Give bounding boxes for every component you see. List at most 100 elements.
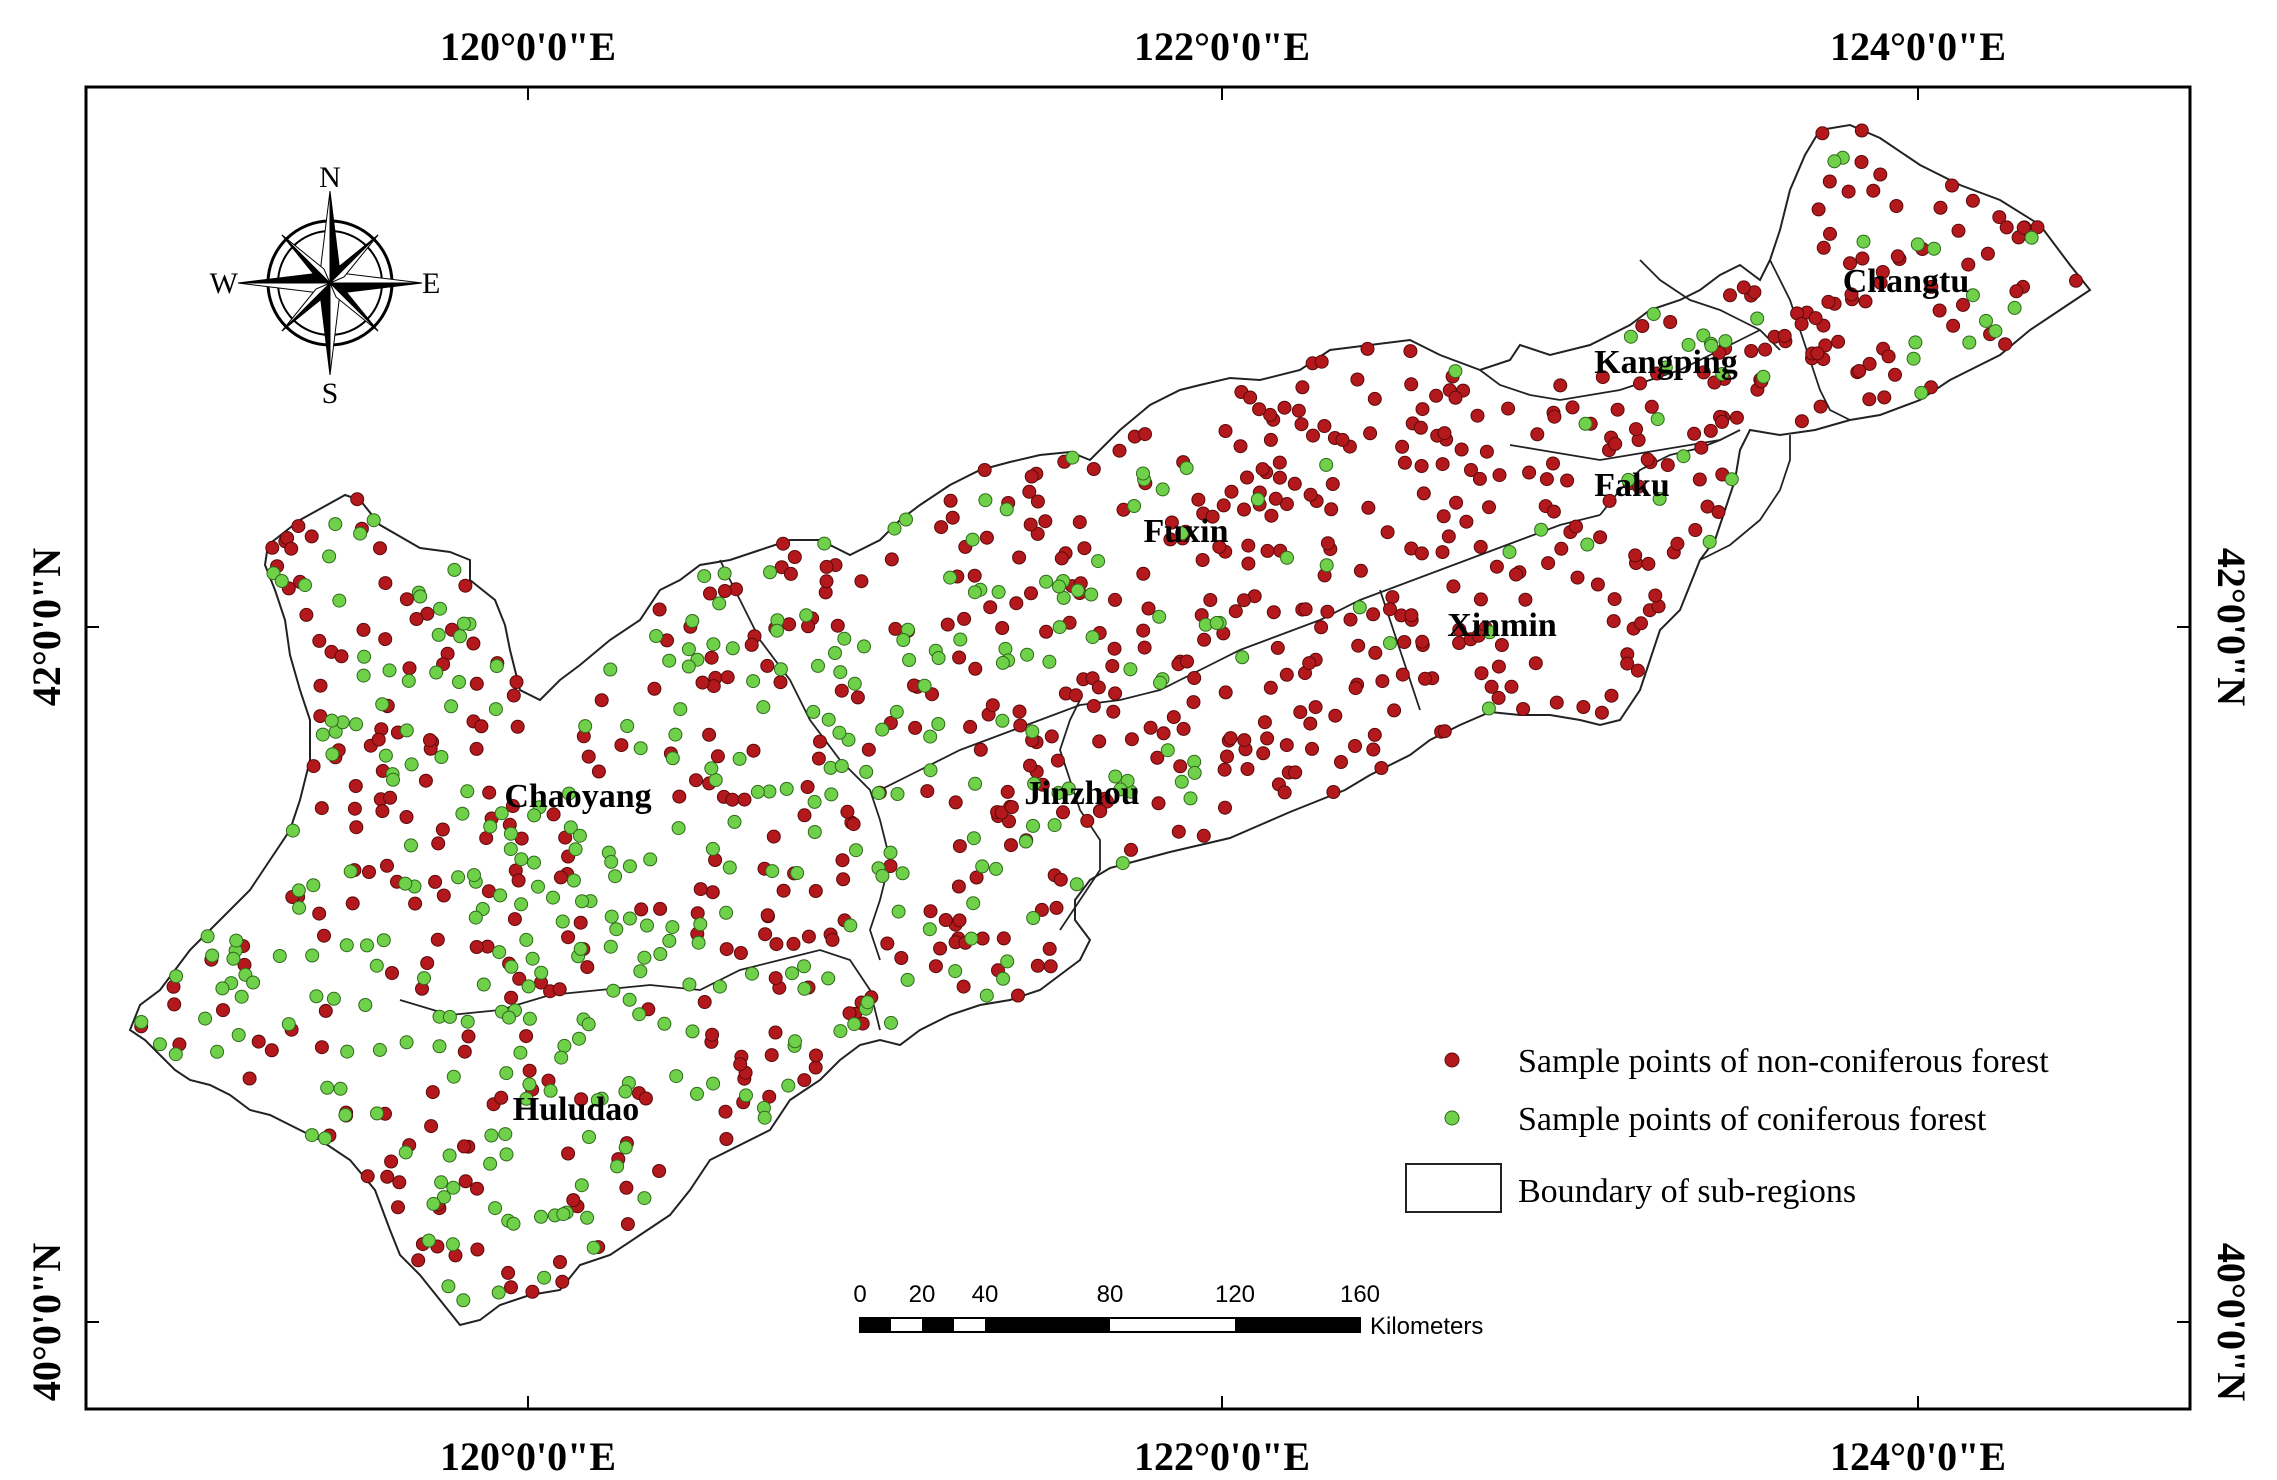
- non-coniferous-sample-point: [1325, 477, 1340, 491]
- non-coniferous-sample-point: [1326, 785, 1341, 799]
- non-coniferous-sample-point: [1459, 514, 1474, 529]
- non-coniferous-sample-point: [1216, 498, 1231, 513]
- non-coniferous-sample-point: [469, 741, 484, 756]
- coniferous-sample-point: [1621, 472, 1636, 487]
- non-coniferous-sample-point: [1700, 499, 1715, 514]
- coniferous-sample-point: [557, 1038, 572, 1053]
- coniferous-sample-point: [673, 702, 688, 717]
- coniferous-sample-point: [967, 585, 982, 600]
- coniferous-sample-point: [1578, 416, 1593, 431]
- non-coniferous-sample-point: [1998, 337, 2013, 352]
- non-coniferous-sample-point: [1086, 462, 1101, 476]
- non-coniferous-sample-point: [1473, 539, 1488, 554]
- non-coniferous-sample-point: [1042, 941, 1057, 956]
- non-coniferous-sample-point: [1366, 742, 1381, 757]
- non-coniferous-sample-point: [894, 951, 909, 965]
- non-coniferous-sample-point: [1810, 346, 1825, 361]
- non-coniferous-sample-point: [291, 519, 306, 534]
- non-coniferous-sample-point: [402, 661, 417, 676]
- non-coniferous-sample-point: [1124, 732, 1139, 747]
- coniferous-sample-point: [1965, 288, 1980, 303]
- non-coniferous-sample-point: [1136, 623, 1151, 638]
- non-coniferous-sample-point: [717, 584, 732, 598]
- coniferous-sample-point: [1250, 492, 1265, 507]
- coniferous-sample-point: [309, 989, 324, 1004]
- non-coniferous-sample-point: [1004, 838, 1018, 853]
- non-coniferous-sample-point: [561, 930, 576, 945]
- non-coniferous-sample-point: [1452, 622, 1467, 637]
- coniferous-sample-point: [498, 1127, 513, 1142]
- non-coniferous-sample-point: [1484, 679, 1499, 694]
- non-coniferous-sample-point: [956, 979, 971, 994]
- coniferous-sample-point: [340, 1044, 355, 1059]
- scale-tick-20: 20: [909, 1281, 936, 1308]
- non-coniferous-sample-point: [1302, 656, 1317, 671]
- study-area-outline: [128, 123, 2092, 1327]
- coniferous-sample-point: [781, 1078, 796, 1093]
- non-coniferous-sample-point: [284, 541, 299, 556]
- non-coniferous-sample-point: [1012, 704, 1027, 719]
- coniferous-sample-point: [572, 828, 587, 843]
- coniferous-sample-point: [215, 981, 230, 996]
- non-coniferous-sample-point: [1298, 602, 1313, 617]
- coniferous-sample-point: [298, 578, 312, 593]
- non-coniferous-sample-point: [1862, 356, 1877, 371]
- non-coniferous-sample-point: [638, 1091, 653, 1106]
- non-coniferous-sample-point: [1054, 551, 1069, 566]
- non-coniferous-sample-point: [552, 982, 567, 997]
- non-coniferous-sample-point: [952, 839, 967, 854]
- coniferous-sample-point: [922, 922, 937, 937]
- coniferous-sample-point: [996, 971, 1011, 986]
- coniferous-sample-point: [943, 570, 958, 585]
- non-coniferous-sample-point: [561, 1146, 576, 1161]
- coniferous-sample-point: [953, 632, 968, 647]
- non-coniferous-sample-point: [580, 960, 595, 975]
- coniferous-sample-point: [566, 873, 581, 888]
- coniferous-sample-point: [931, 651, 946, 665]
- non-coniferous-sample-point: [1240, 470, 1254, 485]
- non-coniferous-sample-point: [1366, 607, 1381, 622]
- non-coniferous-sample-point: [850, 690, 865, 705]
- non-coniferous-sample-point: [1237, 733, 1252, 748]
- non-coniferous-sample-point: [1413, 420, 1428, 435]
- coniferous-sample-point: [1502, 545, 1517, 559]
- non-coniferous-sample-point: [216, 1003, 230, 1018]
- non-coniferous-sample-point: [1670, 536, 1685, 551]
- non-coniferous-sample-point: [512, 971, 527, 986]
- non-coniferous-sample-point: [1277, 400, 1292, 415]
- coniferous-sample-point: [366, 513, 381, 528]
- non-coniferous-sample-point: [384, 1154, 399, 1169]
- coniferous-sample-point: [833, 1024, 848, 1039]
- non-coniferous-sample-point: [555, 1274, 570, 1289]
- non-coniferous-sample-point: [746, 743, 761, 758]
- coniferous-sample-point: [807, 825, 822, 839]
- non-coniferous-sample-point: [546, 807, 561, 822]
- region-label-huludao: Huludao: [513, 1091, 640, 1128]
- non-coniferous-sample-point: [1429, 388, 1444, 403]
- coniferous-sample-point: [1047, 818, 1062, 833]
- coniferous-sample-point: [712, 596, 727, 611]
- coniferous-sample-point: [931, 717, 946, 731]
- non-coniferous-sample-point: [1437, 724, 1452, 739]
- coniferous-sample-point: [788, 1034, 802, 1049]
- non-coniferous-sample-point: [350, 492, 365, 507]
- coniferous-sample-point: [488, 702, 503, 717]
- coniferous-sample-point: [460, 1014, 475, 1029]
- non-coniferous-sample-point: [1252, 402, 1267, 417]
- non-coniferous-sample-point: [1260, 731, 1275, 746]
- coniferous-sample-point: [662, 653, 677, 668]
- coniferous-sample-point: [1209, 616, 1224, 630]
- non-coniferous-sample-point: [1348, 681, 1363, 696]
- coniferous-sample-point: [705, 841, 720, 856]
- coniferous-sample-point: [618, 1084, 633, 1099]
- non-coniferous-sample-point: [1180, 654, 1194, 669]
- non-coniferous-sample-point: [1992, 210, 2007, 225]
- coniferous-sample-point: [452, 675, 466, 689]
- non-coniferous-sample-point: [1077, 541, 1092, 556]
- coniferous-sample-point: [382, 663, 397, 678]
- coniferous-sample-point: [332, 593, 347, 608]
- coniferous-sample-point: [1115, 856, 1130, 871]
- coniferous-sample-point: [426, 1196, 441, 1211]
- non-coniferous-sample-point: [1255, 462, 1270, 477]
- non-coniferous-sample-point: [1056, 805, 1070, 820]
